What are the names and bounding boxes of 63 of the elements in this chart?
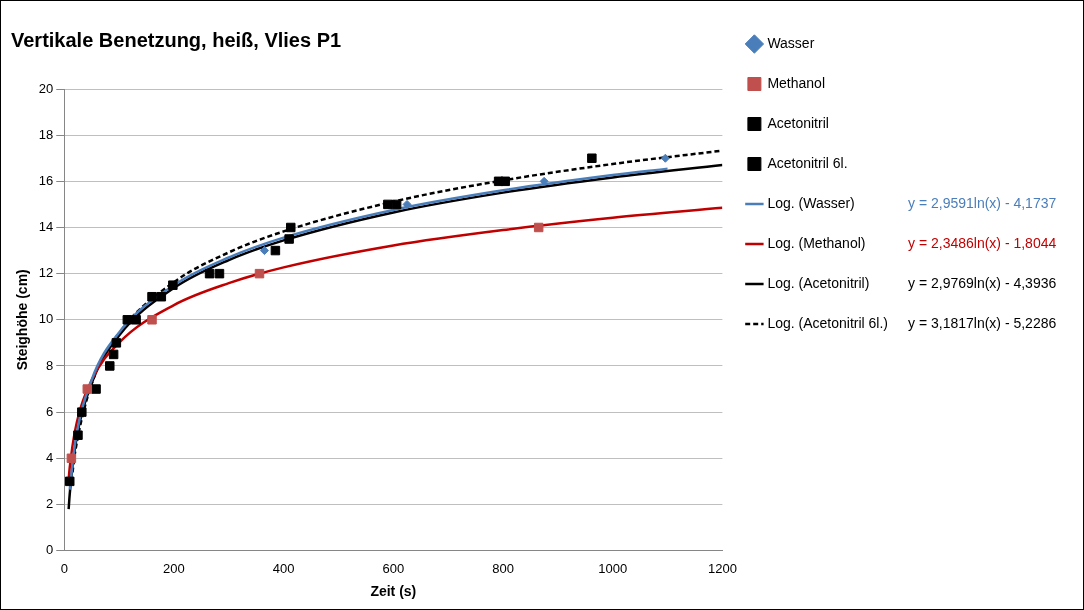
x-tick-label: 0: [60, 560, 68, 576]
x-tick-label: 400: [272, 560, 295, 576]
legend-label: Log. (Acetonitril 6l.): [767, 314, 888, 331]
y-tick-label: 12: [38, 265, 54, 281]
y-tick-label: 10: [38, 311, 54, 327]
legend-label: Wasser: [767, 34, 815, 51]
y-tick-label: 14: [38, 219, 54, 235]
text: y = 2,3486ln(x) - 1,8044: [908, 234, 1057, 251]
legend-label: Log. (Acetonitril): [767, 274, 870, 291]
point: [147, 291, 157, 302]
point: [122, 315, 133, 325]
x-tick-label: 800: [492, 560, 514, 576]
point: [402, 199, 412, 209]
y-tick-label: 8: [46, 357, 54, 373]
x-tick-label: 600: [382, 560, 405, 576]
legend-label: Acetonitril: [767, 114, 829, 131]
legend-label: Methanol: [767, 74, 825, 91]
text: y = 2,9591ln(x) - 4,1737: [908, 194, 1057, 211]
point: [65, 476, 75, 487]
y-axis-title: Steighöhe (cm): [14, 269, 31, 371]
point: [82, 384, 93, 394]
point: [533, 222, 544, 233]
point: [259, 246, 269, 256]
legend-label: Acetonitril 6l.: [767, 154, 848, 171]
y-tick-label: 20: [38, 80, 54, 96]
point: [156, 291, 167, 302]
point: [131, 315, 141, 325]
y-tick-label: 6: [46, 403, 54, 419]
point: [77, 407, 87, 417]
point: [147, 315, 157, 325]
point: [286, 222, 296, 233]
x-tick-label: 1200: [707, 560, 737, 576]
point: [73, 430, 83, 440]
point: [168, 280, 178, 290]
y-tick-label: 0: [46, 542, 54, 558]
text: y = 3,1817ln(x) - 5,2286: [908, 314, 1057, 331]
point: [660, 153, 670, 163]
point: [204, 268, 215, 279]
y-tick-label: 16: [38, 172, 54, 188]
point: [284, 234, 294, 244]
legend-label: Log. (Wasser): [767, 194, 855, 211]
point: [108, 349, 119, 360]
point: [214, 268, 225, 279]
x-tick-label: 1000: [598, 560, 628, 576]
y-tick-label: 2: [46, 496, 54, 512]
point: [270, 245, 281, 256]
x-axis-title: Zeit (s): [370, 583, 417, 600]
point: [66, 453, 77, 464]
point: [539, 176, 549, 186]
y-tick-label: 18: [38, 126, 54, 142]
point: [500, 176, 510, 187]
point: [254, 268, 265, 279]
text: y = 2,9769ln(x) - 4,3936: [908, 274, 1057, 291]
point: [91, 384, 101, 394]
legend-label: Log. (Methanol): [767, 234, 866, 251]
x-tick-label: 200: [163, 560, 185, 576]
point: [105, 361, 115, 371]
chart-title: Vertikale Benetzung, heiß, Vlies P1: [11, 28, 342, 51]
point: [111, 338, 122, 348]
point: [587, 153, 597, 163]
y-tick-label: 4: [46, 449, 54, 465]
point: [383, 199, 393, 210]
point: [391, 199, 402, 210]
